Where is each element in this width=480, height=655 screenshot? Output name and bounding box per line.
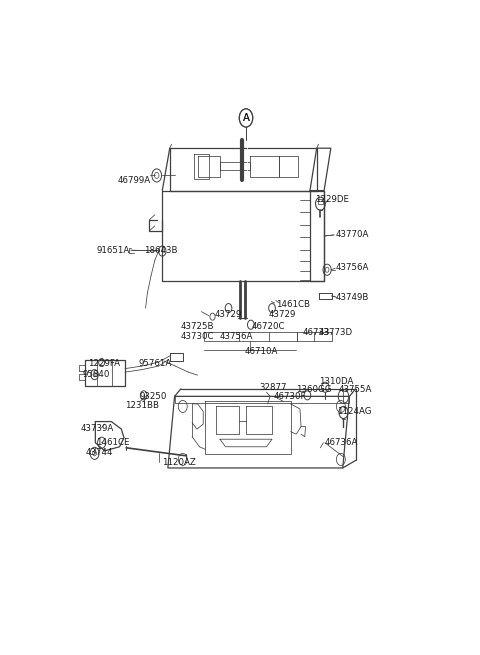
Text: 95761A: 95761A [138,358,171,367]
Text: 1124AG: 1124AG [337,407,372,416]
Text: 46720C: 46720C [252,322,286,331]
Text: 43770A: 43770A [335,231,369,240]
Text: 1310DA: 1310DA [319,377,353,386]
Text: 43773D: 43773D [319,328,353,337]
Text: A: A [242,113,250,123]
Text: 18643B: 18643B [144,246,177,255]
Text: 43729: 43729 [268,310,296,319]
Text: 1229FA: 1229FA [88,358,120,367]
Text: 46710A: 46710A [244,347,278,356]
Text: 46736A: 46736A [324,438,358,447]
Text: 46799A: 46799A [118,176,151,185]
Text: A: A [243,113,249,123]
Text: 93250: 93250 [140,392,168,401]
Text: 43739A: 43739A [81,424,114,432]
Text: 46730F: 46730F [274,392,306,401]
Text: 43749B: 43749B [335,293,369,303]
Text: 43755A: 43755A [338,385,372,394]
Text: 43729: 43729 [215,310,242,319]
Text: 32877: 32877 [259,383,287,392]
Text: 95840: 95840 [83,370,110,379]
Circle shape [240,109,252,127]
Text: 43744: 43744 [86,448,114,457]
Text: 91651A: 91651A [96,246,130,255]
Text: 46733: 46733 [303,328,330,337]
Text: 1231BB: 1231BB [125,401,159,410]
Text: 43730C: 43730C [181,332,215,341]
Text: 43725B: 43725B [181,322,215,331]
Text: 1120AZ: 1120AZ [162,458,196,468]
Text: 43756A: 43756A [220,332,253,341]
Text: 1229DE: 1229DE [315,195,349,204]
Text: 1360GG: 1360GG [296,385,332,394]
Text: 43756A: 43756A [335,263,369,272]
Text: 1461CB: 1461CB [276,300,310,309]
Text: 1461CE: 1461CE [96,438,130,447]
